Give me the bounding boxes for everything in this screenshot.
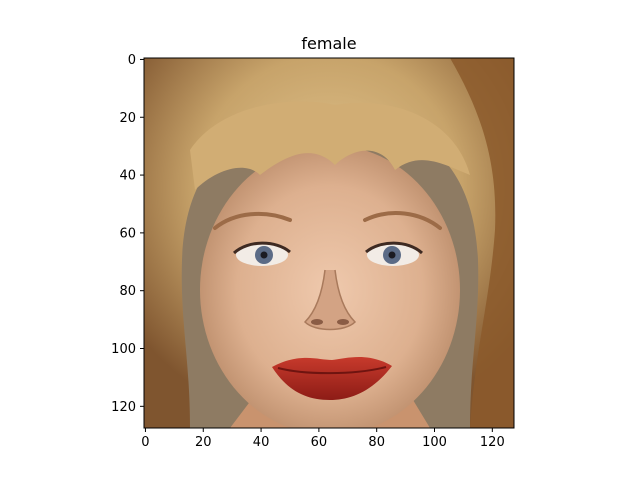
x-tick-label: 40 bbox=[253, 435, 270, 450]
y-tick-label: 0 bbox=[128, 53, 136, 68]
y-tick-label: 40 bbox=[119, 169, 136, 184]
left-eyelid bbox=[232, 241, 291, 255]
y-tick-label: 120 bbox=[111, 400, 136, 415]
x-tick-label: 0 bbox=[141, 435, 149, 450]
hair-bangs bbox=[190, 101, 470, 190]
axes-frame bbox=[143, 57, 515, 429]
hair-dark-right bbox=[450, 58, 514, 428]
right-nostril bbox=[337, 319, 349, 325]
y-tick-label: 20 bbox=[119, 111, 136, 126]
x-axis-ticks: 0 20 40 60 80 100 120 bbox=[141, 428, 505, 450]
face-image bbox=[144, 58, 514, 428]
y-axis-ticks: 0 20 40 60 80 100 120 bbox=[111, 53, 144, 415]
x-tick-label: 20 bbox=[195, 435, 212, 450]
right-eyebrow bbox=[363, 211, 442, 230]
left-eyebrow bbox=[213, 211, 292, 230]
x-tick-label: 80 bbox=[368, 435, 385, 450]
x-tick-label: 100 bbox=[422, 435, 447, 450]
left-pupil bbox=[260, 251, 268, 259]
right-pupil bbox=[388, 251, 396, 259]
x-tick-label: 60 bbox=[311, 435, 328, 450]
lips bbox=[272, 357, 392, 400]
y-tick-label: 60 bbox=[119, 226, 136, 241]
nose bbox=[303, 269, 357, 331]
y-tick-label: 100 bbox=[111, 342, 136, 357]
left-nostril bbox=[311, 319, 323, 325]
figure-title: female bbox=[301, 34, 356, 53]
x-tick-label: 120 bbox=[480, 435, 505, 450]
y-tick-label: 80 bbox=[119, 284, 136, 299]
right-eyelid bbox=[365, 241, 424, 255]
lip-line bbox=[277, 366, 387, 375]
